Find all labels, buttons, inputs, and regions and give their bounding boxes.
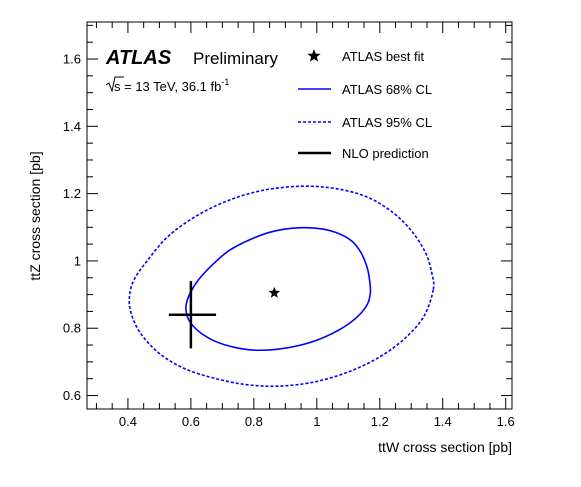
- plot-frame: [86, 21, 513, 410]
- lumi-exponent: -1: [221, 77, 229, 87]
- y-tick-label: 1.6: [63, 52, 81, 67]
- nlo-prediction-cross: [168, 281, 217, 349]
- legend-best-fit-star: [307, 49, 321, 62]
- legend-label-nlo: NLO prediction: [342, 146, 429, 161]
- y-tick-label: 0.8: [63, 321, 81, 336]
- energy-lumi-text: s = 13 TeV, 36.1 fb-1: [114, 77, 229, 94]
- legend-label-best-fit: ATLAS best fit: [342, 49, 425, 64]
- best-fit-star: [268, 286, 281, 298]
- legend-label-68-cl: ATLAS 68% CL: [342, 82, 432, 97]
- y-tick-label: 1: [74, 253, 81, 268]
- energy-lumi: = 13 TeV, 36.1 fb: [121, 79, 222, 94]
- legend-label-95-cl: ATLAS 95% CL: [342, 115, 432, 130]
- contour-68-cl: [185, 226, 372, 352]
- y-axis-label: ttZ cross section [pb]: [27, 151, 43, 280]
- x-tick-label: 0.6: [182, 414, 200, 429]
- experiment-status: Preliminary: [193, 49, 279, 68]
- legend: ATLAS best fit ATLAS 68% CL ATLAS 95% CL…: [298, 49, 432, 161]
- x-tick-label: 1: [313, 414, 320, 429]
- experiment-label: ATLAS: [105, 47, 172, 69]
- y-tick-label: 1.4: [63, 119, 81, 134]
- x-tick-label: 1.6: [497, 414, 515, 429]
- energy-s: s: [114, 79, 121, 94]
- x-tick-label: 1.2: [371, 414, 389, 429]
- x-tick-label: 0.4: [119, 414, 137, 429]
- contour-95-cl: [128, 185, 435, 388]
- x-tick-label: 1.4: [434, 414, 452, 429]
- x-axis-ticks: 0.4 0.6 0.8 1 1.2 1.4 1.6: [95, 22, 515, 429]
- energy-lumi-label: s = 13 TeV, 36.1 fb-1: [105, 76, 229, 94]
- y-axis-ticks: 0.6 0.8 1 1.2 1.4 1.6: [63, 24, 512, 403]
- sqrt-symbol: [105, 76, 124, 93]
- y-tick-label: 1.2: [63, 186, 81, 201]
- y-tick-label: 0.6: [63, 388, 81, 403]
- x-tick-label: 0.8: [245, 414, 263, 429]
- x-axis-label: ttW cross section [pb]: [378, 439, 512, 455]
